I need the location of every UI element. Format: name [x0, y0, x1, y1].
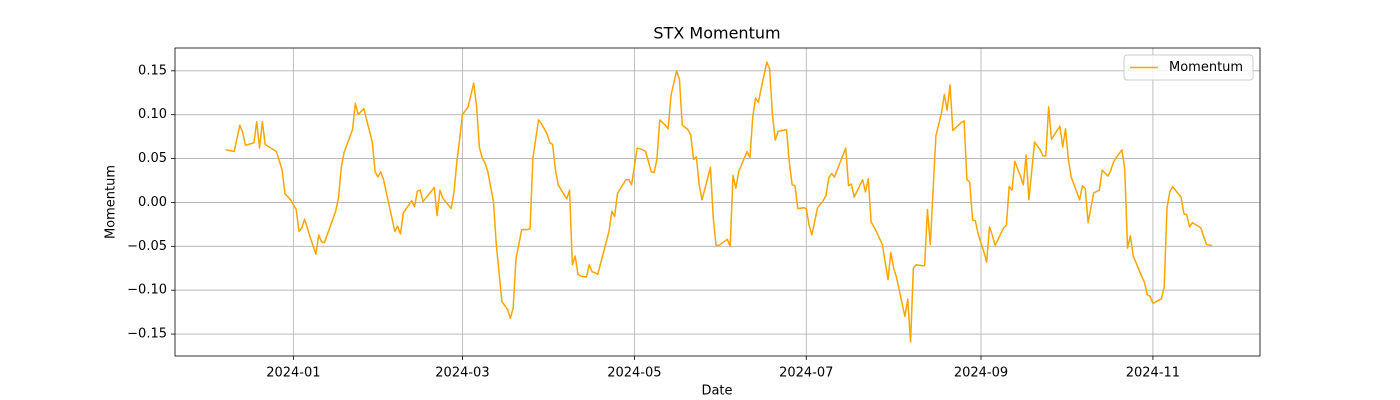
- x-tick-label: 2024-09: [954, 366, 1008, 381]
- x-tick-label: 2024-01: [266, 366, 320, 381]
- y-tick-label: 0.05: [138, 151, 167, 166]
- line-series: [225, 61, 1213, 343]
- legend-box: [1123, 54, 1254, 81]
- x-tick-label: 2024-07: [779, 366, 833, 381]
- y-tick-label: 0.10: [138, 107, 167, 122]
- x-tick-label: 2024-11: [1126, 366, 1180, 381]
- chart-title: STX Momentum: [653, 24, 780, 43]
- y-tick-label: 0.00: [138, 195, 167, 210]
- legend-label: Momentum: [1169, 60, 1243, 75]
- y-tick-label: −0.15: [127, 327, 167, 342]
- y-tick-label: −0.05: [127, 239, 167, 254]
- x-tick-label: 2024-03: [435, 366, 489, 381]
- y-tick-label: 0.15: [138, 63, 167, 78]
- y-axis-label: Momentum: [104, 165, 119, 239]
- x-tick-label: 2024-05: [607, 366, 661, 381]
- plot-frame: [174, 47, 1261, 357]
- x-axis-label: Date: [701, 384, 732, 399]
- y-tick-label: −0.10: [127, 283, 167, 298]
